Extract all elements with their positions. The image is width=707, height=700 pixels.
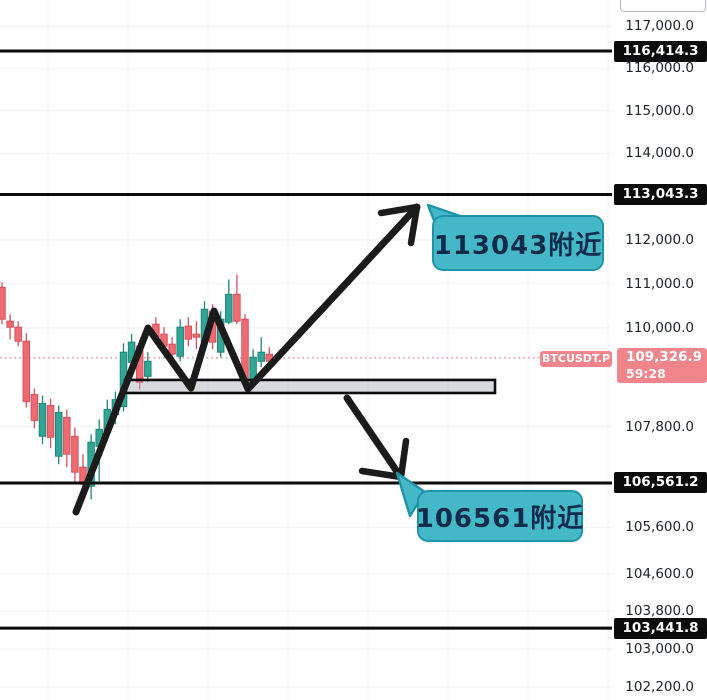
arrow-down-line[interactable] (343, 394, 404, 480)
callout-113043[interactable]: 113043附近 (432, 215, 604, 271)
trend-arrow-up-head[interactable] (377, 203, 421, 247)
candle-body (30, 394, 39, 421)
candle-body (184, 325, 193, 340)
candle-body (176, 326, 184, 357)
candle-body (168, 343, 176, 355)
candle-body (192, 333, 201, 338)
candle-body (38, 403, 47, 437)
trend-arrow-up-line[interactable] (72, 203, 421, 516)
candle-body (46, 405, 55, 438)
candle-body (71, 435, 79, 473)
candle-body (233, 293, 241, 322)
callout-106561[interactable]: 106561附近 (416, 490, 583, 542)
candle-body (144, 360, 152, 377)
support-zone-box[interactable] (123, 378, 497, 395)
candle-body (225, 293, 233, 323)
candle-body (63, 416, 71, 455)
candle-body (0, 286, 6, 320)
candle-body (54, 412, 63, 457)
candle-body (6, 320, 14, 328)
candle-body (14, 326, 22, 342)
candle-body (22, 340, 31, 403)
candle-body (257, 351, 265, 362)
